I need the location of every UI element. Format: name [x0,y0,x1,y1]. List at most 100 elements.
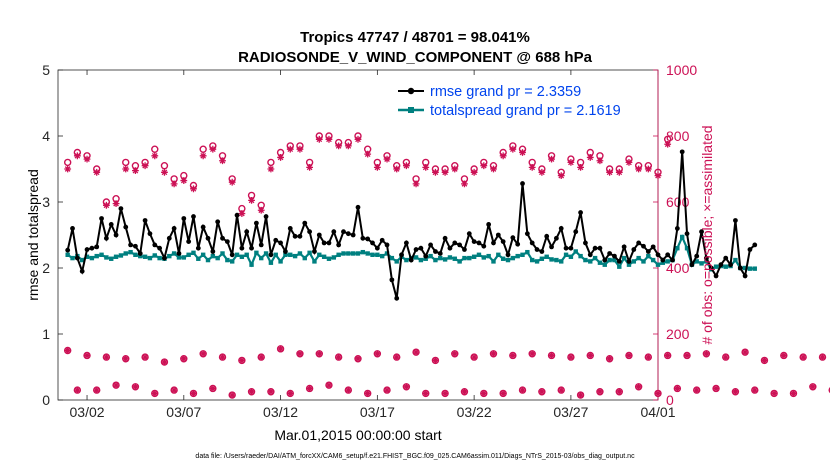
totalspread-point [244,252,249,257]
rmse-point [166,235,172,241]
rmse-point [413,247,419,252]
rmse-point [578,210,583,215]
obs-assimilated-low-marker [248,388,255,396]
totalspread-point [496,252,501,257]
totalspread-point [597,260,603,265]
totalspread-point [525,249,530,255]
rmse-point [534,247,540,252]
rmse-point [723,255,729,261]
rmse-point [466,231,472,237]
obs-assimilated-low-marker [528,350,536,358]
obs-assimilated-marker [180,177,188,184]
y-right-tick-label: 1000 [666,62,697,78]
obs-assimilated-low-marker [73,386,81,394]
totalspread-point [89,255,95,261]
y-axis-right-label: # of obs: o=possible; ×=assimilated [699,125,715,344]
obs-assimilated-marker [102,201,110,209]
obs-assimilated-low-marker [606,355,614,363]
obs-assimilated-marker [606,168,614,176]
obs-assimilated-marker [586,154,594,161]
y-left-tick-label: 4 [42,128,50,144]
rmse-point [728,262,733,268]
obs-assimilated-marker [373,163,381,171]
x-tick-label: 03/22 [457,404,492,420]
totalspread-point [375,252,380,257]
totalspread-point [307,250,312,256]
totalspread-point [389,255,395,261]
rmse-point [481,243,487,249]
totalspread-point [544,254,549,259]
rmse-point [500,239,506,245]
obs-assimilated-low-marker [509,352,517,359]
totalspread-point [568,254,574,259]
obs-assimilated-low-marker [238,357,246,364]
obs-assimilated-marker [393,165,401,173]
legend: rmse grand pr = 2.3359 totalspread grand… [398,84,621,119]
obs-assimilated-marker [422,163,430,171]
obs-assimilated-low-marker [557,386,565,394]
totalspread-point [694,259,699,264]
rmse-point [118,206,124,212]
rmse-point [486,222,492,227]
legend-rmse-marker [407,87,415,95]
rmse-point [157,245,163,251]
rmse-point [602,257,608,263]
obs-assimilated-low-marker [364,390,372,397]
obs-assimilated-low-marker [132,383,139,391]
rmse-point [200,224,206,230]
obs-assimilated-marker [122,165,130,173]
obs-assimilated-marker [257,206,265,214]
obs-assimilated-marker [432,168,439,176]
legend-rmse-label: rmse grand pr = 2.3359 [430,84,581,100]
obs-assimilated-low-marker [267,388,275,396]
totalspread-point [355,251,361,256]
totalspread-point [142,254,148,259]
totalspread-point [229,259,235,264]
obs-possible-marker [267,158,275,167]
rmse-point [345,231,351,237]
rmse-point [171,226,177,231]
rmse-point [99,216,104,221]
obs-assimilated-low-marker [683,352,691,359]
obs-assimilated-marker [451,165,459,173]
x-tick-label: 03/27 [553,404,588,420]
rmse-point [587,252,593,258]
totalspread-point [578,253,583,259]
totalspread-point [394,259,399,264]
x-axis: 03/02 03/07 03/12 03/17 03/22 03/27 04/01 [70,70,676,420]
obs-assimilated-marker [151,152,159,160]
obs-assimilated-marker [248,196,255,204]
rmse-point [563,245,569,251]
obs-assimilated-low-marker [180,355,188,363]
obs-assimilated-marker [132,167,139,175]
totalspread-point [215,255,220,261]
obs-assimilated-marker [277,154,284,161]
obs-possible-marker [63,158,72,167]
obs-assimilated-low-marker [741,348,749,356]
obs-assimilated-marker [596,157,604,165]
rmse-point [268,252,274,258]
obs-assimilated-marker [383,155,391,163]
rmse-point [583,240,588,246]
totalspread-point [157,255,162,261]
obs-assimilated-low-marker [383,386,391,394]
rmse-point [389,277,395,283]
rmse-point [234,212,240,218]
y-right-tick-label: 0 [666,392,674,408]
totalspread-point [665,259,670,264]
y-left-tick-label: 5 [42,62,50,78]
rmse-point [142,218,148,223]
rmse-point [515,241,521,247]
totalspread-point [631,259,637,264]
obs-assimilated-marker [267,165,275,173]
rmse-point [742,273,748,279]
obs-assimilated-low-marker [451,350,459,358]
rmse-point [510,235,516,241]
obs-assimilated-marker [161,168,168,176]
rmse-point [210,249,216,254]
rmse-point [292,233,298,239]
totalspread-point [684,246,690,251]
rmse-point [181,216,187,221]
obs-assimilated-marker [615,168,623,176]
obs-possible-marker [199,145,207,153]
